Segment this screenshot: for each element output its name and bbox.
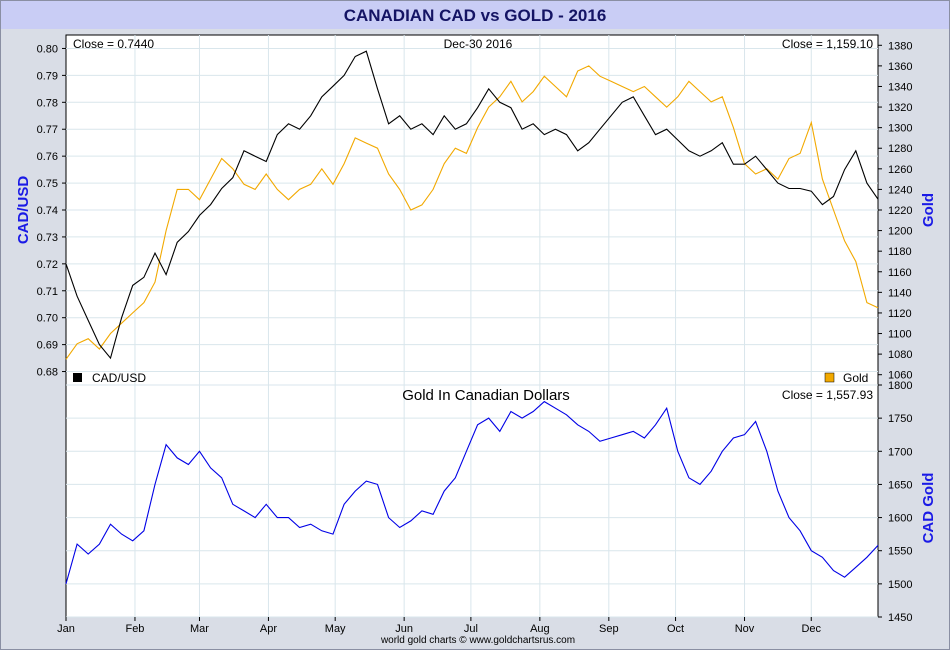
right-tick-label: 1100 bbox=[888, 329, 912, 341]
bottom-right-tick-label: 1750 bbox=[888, 413, 912, 425]
right-tick-label: 1260 bbox=[888, 164, 912, 176]
footer-credit: world gold charts © www.goldchartsrus.co… bbox=[380, 635, 575, 646]
top-series-group bbox=[65, 50, 879, 360]
title-bar bbox=[1, 1, 949, 29]
right-tick-label: 1200 bbox=[888, 226, 912, 238]
left-axis-title: CAD/USD bbox=[15, 176, 32, 245]
cad-legend-label: CAD/USD bbox=[92, 371, 146, 385]
left-tick-label: 0.74 bbox=[37, 205, 58, 217]
right-tick-label: 1280 bbox=[888, 143, 912, 155]
bottom-series-group bbox=[65, 400, 879, 585]
bottom-plot-area bbox=[65, 384, 879, 618]
right-tick-label: 1140 bbox=[888, 287, 912, 299]
left-axis-ticks: 0.68 0.69 0.70 0.71 0.72 0.73 0.74 0.75 0.76 0.77… bbox=[37, 43, 66, 379]
right-tick-label: 1220 bbox=[888, 205, 912, 217]
cad-gold-close-label: Close = 1,557.93 bbox=[782, 388, 873, 402]
x-tick-label: May bbox=[325, 623, 346, 635]
right-tick-label: 1360 bbox=[888, 61, 912, 73]
bottom-grid bbox=[66, 384, 878, 618]
bottom-panel-title: Gold In Canadian Dollars bbox=[402, 387, 570, 404]
bottom-right-tick-label: 1500 bbox=[888, 579, 912, 591]
left-tick-label: 0.71 bbox=[37, 286, 58, 298]
gold-close-label: Close = 1,159.10 bbox=[782, 37, 873, 51]
right-tick-label: 1080 bbox=[888, 349, 912, 361]
right-tick-label: 1300 bbox=[888, 123, 912, 135]
right-tick-label: 1380 bbox=[888, 40, 912, 52]
x-tick-label: Jun bbox=[395, 623, 413, 635]
left-tick-label: 0.80 bbox=[37, 43, 58, 55]
right-tick-label: 1320 bbox=[888, 102, 912, 114]
left-tick-label: 0.76 bbox=[37, 151, 58, 163]
bottom-right-axis-title: CAD Gold bbox=[920, 473, 937, 544]
left-tick-label: 0.77 bbox=[37, 124, 58, 136]
bottom-right-tick-label: 1550 bbox=[888, 546, 912, 558]
left-tick-label: 0.68 bbox=[37, 367, 58, 379]
x-tick-label: Jul bbox=[464, 623, 478, 635]
cad-legend-swatch bbox=[73, 373, 82, 382]
right-tick-label: 1240 bbox=[888, 184, 912, 196]
gold-cad-series-line bbox=[65, 400, 879, 585]
chart-title: CANADIAN CAD vs GOLD - 2016 bbox=[344, 6, 607, 25]
gold-series-line bbox=[65, 65, 879, 360]
bottom-right-tick-label: 1800 bbox=[888, 380, 912, 392]
x-tick-label: Aug bbox=[530, 623, 550, 635]
left-tick-label: 0.73 bbox=[37, 232, 58, 244]
left-tick-label: 0.78 bbox=[37, 97, 58, 109]
left-tick-label: 0.69 bbox=[37, 340, 58, 352]
right-tick-label: 1160 bbox=[888, 267, 912, 279]
gold-legend-swatch bbox=[824, 372, 835, 383]
cad-series-line bbox=[65, 50, 879, 360]
right-tick-label: 1340 bbox=[888, 81, 912, 93]
x-tick-label: Feb bbox=[125, 623, 144, 635]
x-tick-label: Nov bbox=[735, 623, 755, 635]
left-tick-label: 0.79 bbox=[37, 70, 58, 82]
bottom-right-tick-label: 1450 bbox=[888, 612, 912, 624]
bottom-right-axis-ticks: 1450 1500 1550 1600 1650 1700 1750 1800 bbox=[878, 380, 912, 624]
right-axis-title: Gold bbox=[920, 193, 937, 227]
bottom-right-tick-label: 1700 bbox=[888, 446, 912, 458]
left-tick-label: 0.72 bbox=[37, 259, 58, 271]
right-tick-label: 1180 bbox=[888, 246, 912, 258]
x-tick-label: Dec bbox=[801, 623, 821, 635]
gold-legend-label: Gold bbox=[843, 371, 868, 385]
x-tick-label: Apr bbox=[260, 623, 277, 635]
right-tick-label: 1120 bbox=[888, 308, 912, 320]
left-tick-label: 0.75 bbox=[37, 178, 58, 190]
left-tick-label: 0.70 bbox=[37, 313, 58, 325]
right-tick-label: 1060 bbox=[888, 370, 912, 382]
x-tick-label: Jan bbox=[57, 623, 75, 635]
bottom-right-tick-label: 1650 bbox=[888, 479, 912, 491]
top-grid bbox=[66, 35, 878, 385]
right-axis-ticks: 1060 1080 1100 1120 1140 1160 1180 1200 1220 1240… bbox=[878, 40, 912, 382]
x-tick-label: Oct bbox=[667, 623, 684, 635]
bottom-right-tick-label: 1600 bbox=[888, 513, 912, 525]
x-axis-ticks: Jan Feb Mar Apr May Jun Jul Aug Sep Oct Nov Dec bbox=[57, 617, 822, 635]
date-label: Dec-30 2016 bbox=[444, 37, 513, 51]
x-tick-label: Mar bbox=[190, 623, 209, 635]
x-tick-label: Sep bbox=[599, 623, 619, 635]
cad-close-label: Close = 0.7440 bbox=[73, 37, 154, 51]
